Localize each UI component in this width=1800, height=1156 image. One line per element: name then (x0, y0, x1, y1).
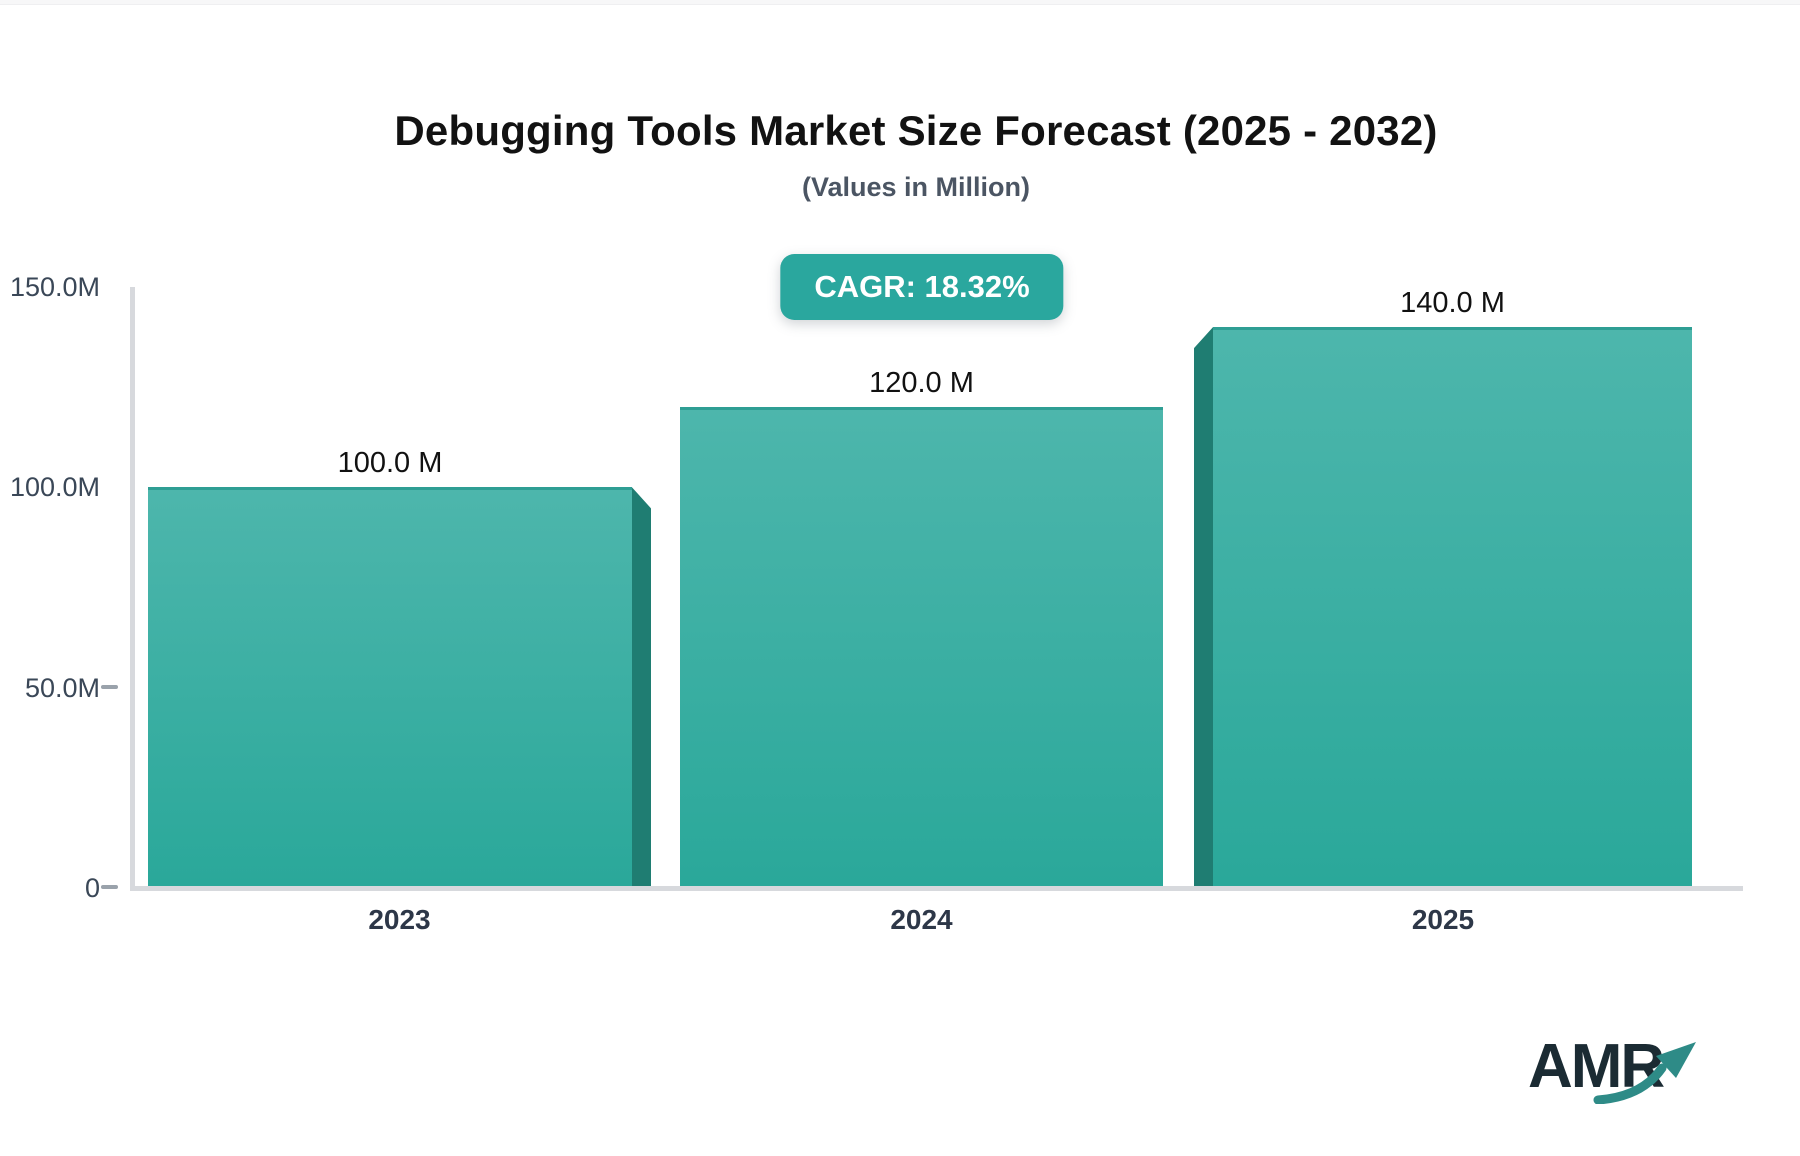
y-axis-line (130, 287, 135, 891)
y-axis-tick-dash (101, 885, 118, 889)
x-axis-line (130, 886, 1743, 891)
bar-value-label-2024: 120.0 M (869, 367, 974, 400)
y-axis-tick-label: 150.0M (9, 272, 100, 302)
chart-subtitle: (Values in Million) (801, 172, 1031, 202)
chart-title: Debugging Tools Market Size Forecast (20… (394, 107, 1438, 154)
bar-value-label-2025: 140.0 M (1400, 287, 1505, 320)
bar-3d-side-face-2025 (1194, 327, 1213, 886)
y-axis-tick-label: 100.0M (9, 472, 100, 503)
bar-2025[interactable] (1213, 327, 1692, 886)
bar-2023[interactable] (148, 487, 632, 886)
bar-value-label-2023: 100.0 M (337, 447, 443, 480)
x-axis-category-label-2024: 2024 (890, 904, 953, 935)
amr-logo: AMR (1528, 1030, 1718, 1122)
cagr-badge-label: CAGR: 18.32% (814, 269, 1030, 304)
y-axis-tick-dash (101, 684, 118, 689)
x-axis-category-label-2023: 2023 (368, 904, 431, 935)
bar-2024[interactable] (680, 407, 1163, 886)
page-top-strip (0, 0, 1800, 5)
y-axis-tick-label: 0 (84, 873, 100, 903)
growth-arrow-icon (1593, 1042, 1696, 1104)
y-axis-tick-label: 50.0M (24, 672, 100, 703)
bar-3d-side-face-2023 (632, 487, 651, 886)
x-axis-category-label-2025: 2025 (1411, 904, 1475, 935)
cagr-badge: CAGR: 18.32% (780, 254, 1064, 320)
